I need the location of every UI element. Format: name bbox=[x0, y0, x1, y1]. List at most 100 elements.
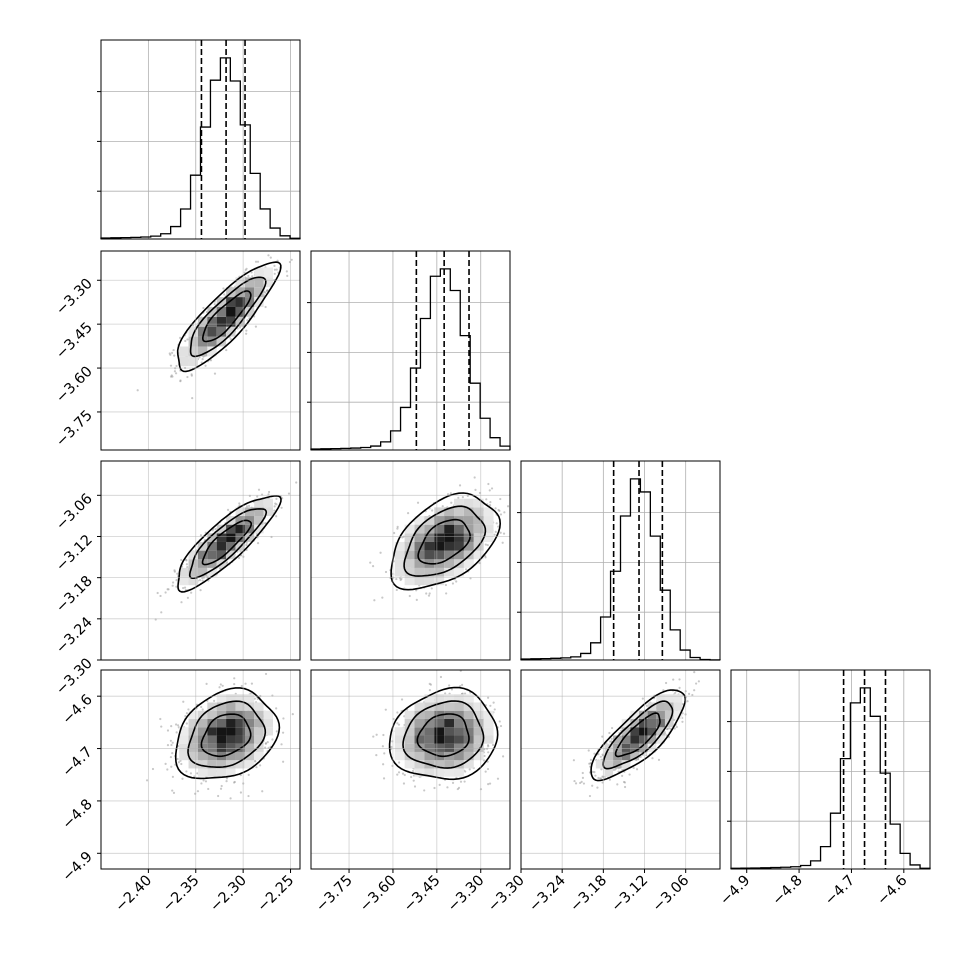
sample-point bbox=[261, 242, 263, 244]
ytick-label-3-1: −4.7 bbox=[60, 744, 96, 780]
sample-point bbox=[403, 773, 406, 777]
sample-point bbox=[185, 722, 188, 725]
density-cell bbox=[254, 524, 264, 534]
sample-point bbox=[207, 787, 210, 791]
sample-point bbox=[247, 274, 250, 278]
density-cell bbox=[483, 735, 494, 744]
density-cell bbox=[244, 718, 255, 728]
sample-point bbox=[244, 682, 247, 685]
sample-point bbox=[239, 550, 242, 553]
sample-point bbox=[599, 755, 602, 758]
density-cell bbox=[434, 760, 445, 769]
sample-point bbox=[494, 530, 497, 534]
sample-point bbox=[494, 507, 497, 510]
sample-point bbox=[581, 771, 584, 775]
density-cell bbox=[424, 567, 435, 577]
sample-point bbox=[171, 789, 174, 792]
ytick-label-1-0: −3.30 bbox=[53, 276, 96, 319]
sample-point bbox=[678, 678, 681, 681]
density-cell bbox=[197, 567, 208, 577]
density-cell bbox=[454, 760, 464, 769]
panel-2-1 bbox=[310, 460, 511, 661]
hist-panel-0 bbox=[97, 39, 301, 240]
sample-point bbox=[282, 760, 285, 763]
sample-point bbox=[184, 715, 187, 718]
sample-point bbox=[204, 780, 208, 783]
density-cell bbox=[254, 516, 264, 525]
density-cell bbox=[216, 306, 227, 317]
density-cell bbox=[664, 694, 674, 703]
sample-point bbox=[645, 751, 648, 754]
sample-point bbox=[446, 493, 450, 496]
sample-point bbox=[487, 751, 490, 754]
density-cell bbox=[434, 550, 445, 560]
sample-point bbox=[459, 685, 462, 688]
sample-point bbox=[271, 738, 274, 741]
sample-point bbox=[412, 774, 416, 777]
density-cell bbox=[226, 550, 236, 560]
density-cell bbox=[244, 507, 255, 517]
density-cell bbox=[235, 533, 245, 542]
sample-point bbox=[185, 770, 188, 773]
density-cell bbox=[483, 710, 494, 719]
density-cell bbox=[424, 743, 435, 752]
density-cell bbox=[207, 336, 217, 347]
density-cell bbox=[656, 735, 665, 744]
sample-point bbox=[662, 689, 665, 692]
sample-point bbox=[499, 497, 502, 501]
sample-point bbox=[464, 770, 467, 773]
density-cell bbox=[444, 702, 455, 711]
sample-point bbox=[399, 578, 402, 582]
sample-point bbox=[591, 770, 594, 773]
density-cell bbox=[444, 559, 455, 568]
sample-point bbox=[379, 551, 382, 554]
sample-point bbox=[183, 586, 187, 589]
sample-point bbox=[657, 758, 661, 761]
sample-point bbox=[264, 672, 268, 676]
density-cell bbox=[235, 306, 245, 317]
density-cell bbox=[673, 694, 683, 703]
density-cell bbox=[444, 507, 455, 517]
xtick-label-0-3: −2.25 bbox=[255, 873, 298, 916]
density-cell bbox=[197, 326, 208, 337]
density-cell bbox=[621, 751, 631, 761]
density-cell bbox=[207, 326, 217, 337]
sample-point bbox=[171, 752, 174, 755]
density-cell bbox=[434, 743, 445, 752]
density-cell bbox=[226, 760, 236, 769]
sample-point bbox=[273, 264, 276, 267]
sample-point bbox=[473, 476, 476, 479]
density-cell bbox=[463, 710, 474, 719]
density-cell bbox=[463, 533, 474, 542]
sample-point bbox=[256, 495, 259, 498]
sample-point bbox=[182, 586, 185, 590]
panel-frame-1-0 bbox=[100, 250, 301, 451]
sample-point bbox=[166, 744, 170, 747]
sample-point bbox=[291, 712, 294, 716]
density-cell bbox=[473, 710, 484, 719]
density-cell bbox=[404, 524, 415, 534]
density-cell bbox=[424, 718, 435, 728]
density-cell bbox=[424, 768, 435, 777]
sample-point bbox=[461, 496, 464, 499]
sample-point bbox=[395, 577, 398, 581]
sample-point bbox=[170, 725, 173, 728]
density-cell bbox=[226, 751, 236, 761]
sample-point bbox=[410, 775, 413, 779]
sample-point bbox=[499, 531, 502, 534]
sample-point bbox=[441, 505, 444, 508]
sample-point bbox=[608, 778, 611, 781]
density-cell bbox=[197, 316, 208, 327]
density-cell bbox=[179, 727, 189, 736]
density-cell bbox=[197, 550, 208, 560]
sample-point bbox=[487, 745, 490, 748]
sample-point bbox=[275, 730, 278, 733]
density-cell bbox=[424, 751, 435, 761]
xtick-label-2-2: −3.18 bbox=[567, 873, 610, 916]
density-cell bbox=[656, 718, 665, 728]
sample-point bbox=[511, 718, 513, 720]
sample-point bbox=[415, 598, 418, 602]
sample-point bbox=[396, 525, 399, 528]
sample-point bbox=[664, 681, 668, 685]
panel-1-0 bbox=[100, 242, 301, 451]
